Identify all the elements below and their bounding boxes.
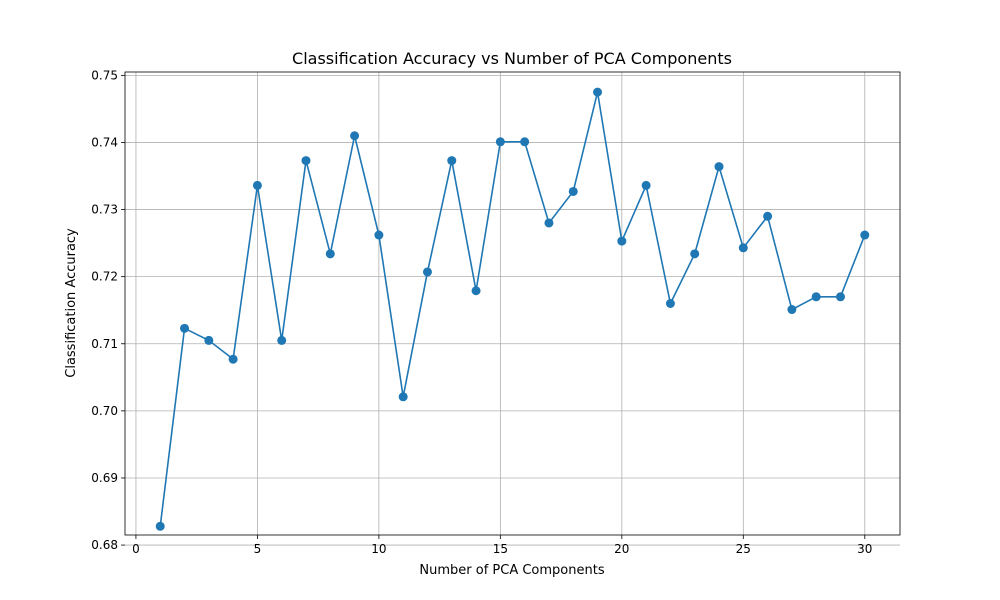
data-point	[568, 186, 578, 196]
data-point	[277, 335, 287, 345]
y-tick-label: 0.73	[91, 203, 118, 217]
chart-title: Classification Accuracy vs Number of PCA…	[292, 49, 732, 68]
series-layer	[155, 87, 870, 531]
data-point	[617, 236, 627, 246]
data-point	[155, 521, 165, 531]
data-point	[787, 305, 797, 315]
data-point	[544, 218, 554, 228]
y-axis-label: Classification Accuracy	[64, 228, 79, 378]
data-point	[204, 335, 214, 345]
data-point	[690, 249, 700, 259]
x-tick-label: 15	[493, 542, 508, 556]
data-point	[350, 131, 360, 141]
y-tick-label: 0.69	[91, 471, 118, 485]
x-tick-label: 10	[371, 542, 386, 556]
data-point	[422, 267, 432, 277]
data-point	[301, 156, 311, 166]
data-point	[180, 323, 190, 333]
data-point	[325, 249, 335, 259]
data-point	[228, 354, 238, 364]
data-point	[471, 286, 481, 296]
y-tick-label: 0.74	[91, 135, 118, 149]
data-point	[738, 243, 748, 253]
data-point	[252, 180, 262, 190]
data-point	[374, 230, 384, 240]
series-line	[159, 91, 866, 527]
data-point	[398, 392, 408, 402]
data-point	[714, 162, 724, 172]
data-point	[665, 299, 675, 308]
x-tick-label: 0	[132, 542, 140, 556]
y-tick-label: 0.72	[91, 270, 118, 284]
y-tick-label: 0.75	[91, 68, 118, 82]
y-tick-label: 0.70	[91, 404, 118, 418]
data-point	[763, 211, 773, 221]
y-tick-label: 0.71	[91, 337, 118, 351]
data-point	[495, 137, 505, 147]
x-axis-label: Number of PCA Components	[419, 563, 604, 578]
data-point	[520, 137, 530, 147]
x-tick-label: 20	[614, 542, 629, 556]
data-point	[811, 292, 821, 302]
y-tick-label: 0.68	[91, 538, 118, 552]
data-point	[835, 292, 845, 302]
plot-frame	[124, 71, 901, 536]
x-tick-label: 5	[254, 542, 262, 556]
y-axis: 0.68 0.69 0.70 0.71 0.72 0.73 0.74 0.75	[91, 68, 125, 552]
data-point	[593, 87, 603, 97]
data-point	[641, 180, 651, 190]
x-axis: 0 5 10 15 20 25 30	[132, 535, 872, 556]
data-point	[860, 230, 870, 240]
data-point	[447, 156, 457, 166]
x-tick-label: 25	[736, 542, 751, 556]
x-tick-label: 30	[857, 542, 872, 556]
